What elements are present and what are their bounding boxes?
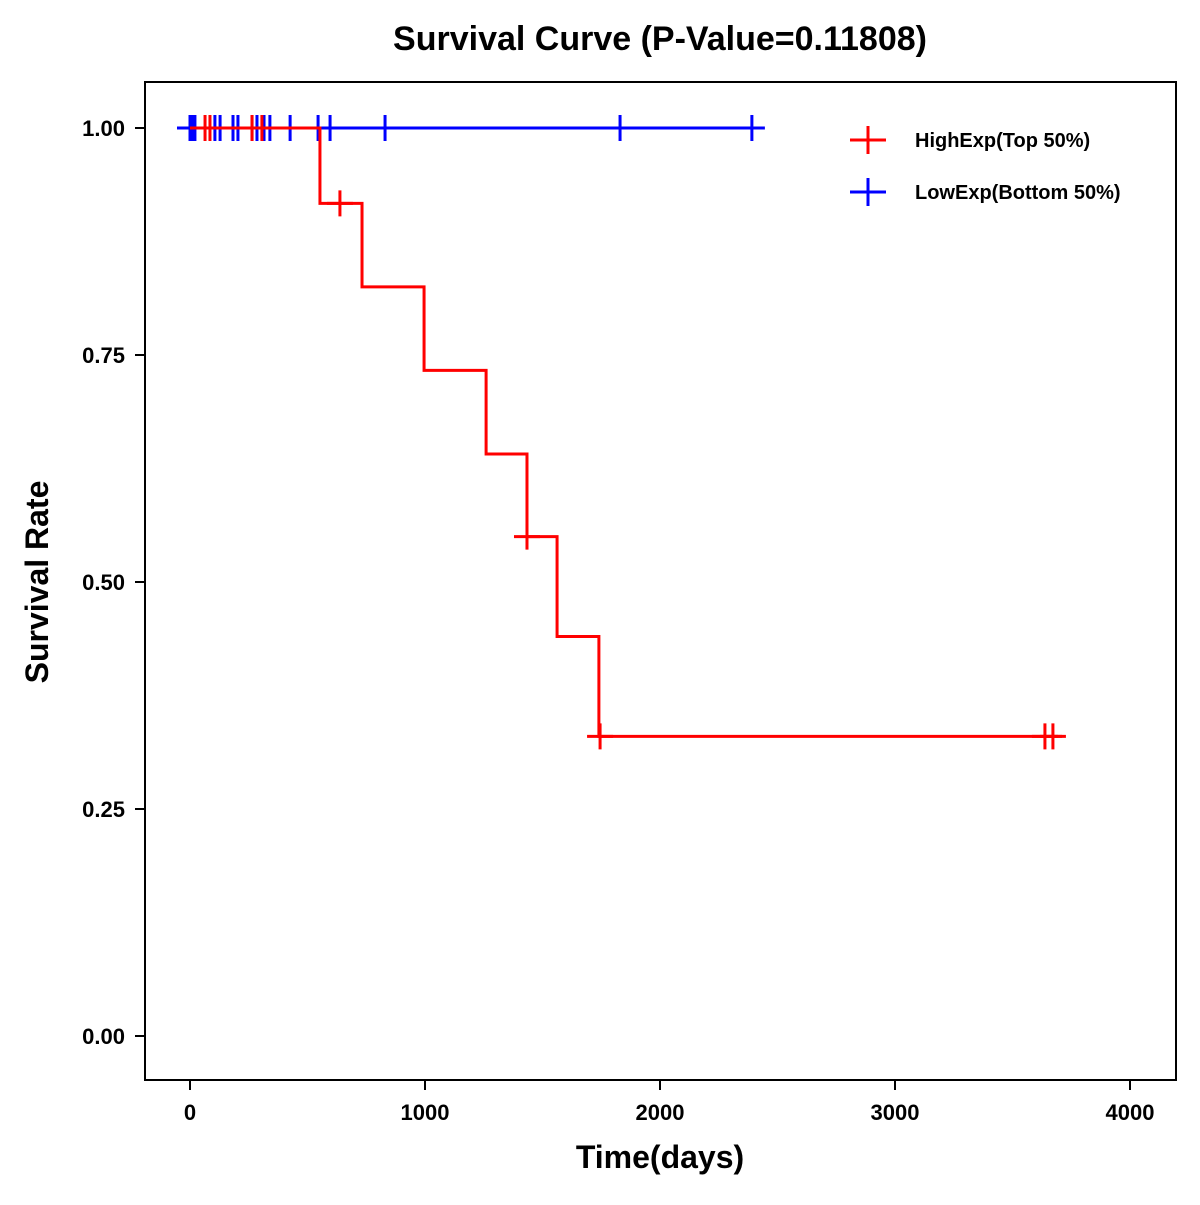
y-tick-label: 0.00 <box>82 1024 125 1049</box>
x-tick-label: 4000 <box>1106 1100 1155 1125</box>
censor-mark <box>248 115 275 141</box>
legend-label: HighExp(Top 50%) <box>915 130 1090 152</box>
y-tick-label: 0.50 <box>82 570 125 595</box>
x-tick-label: 2000 <box>636 1100 685 1125</box>
plot-frame <box>144 81 1177 1081</box>
legend-label: LowExp(Bottom 50%) <box>915 182 1121 204</box>
y-axis-label: Survival Rate <box>19 481 55 684</box>
legend-key <box>850 126 886 154</box>
censor-mark <box>372 115 399 141</box>
censor-mark <box>196 115 223 141</box>
x-tick-label: 0 <box>184 1100 196 1125</box>
censor-mark <box>738 115 765 141</box>
censor-mark <box>326 190 353 217</box>
y-tick-label: 0.75 <box>82 343 125 368</box>
x-tick-label: 1000 <box>401 1100 450 1125</box>
y-tick-label: 0.25 <box>82 797 125 822</box>
chart-title: Survival Curve (P-Value=0.11808) <box>393 20 927 58</box>
censor-mark <box>607 115 634 141</box>
censor-mark <box>587 723 614 750</box>
censor-mark <box>513 523 540 550</box>
x-axis-label: Time(days) <box>576 1139 744 1175</box>
legend-key <box>850 178 886 206</box>
y-tick-label: 1.00 <box>82 116 125 141</box>
survival-step-line <box>190 126 1063 738</box>
x-tick-label: 3000 <box>871 1100 920 1125</box>
censor-mark <box>1039 723 1066 750</box>
